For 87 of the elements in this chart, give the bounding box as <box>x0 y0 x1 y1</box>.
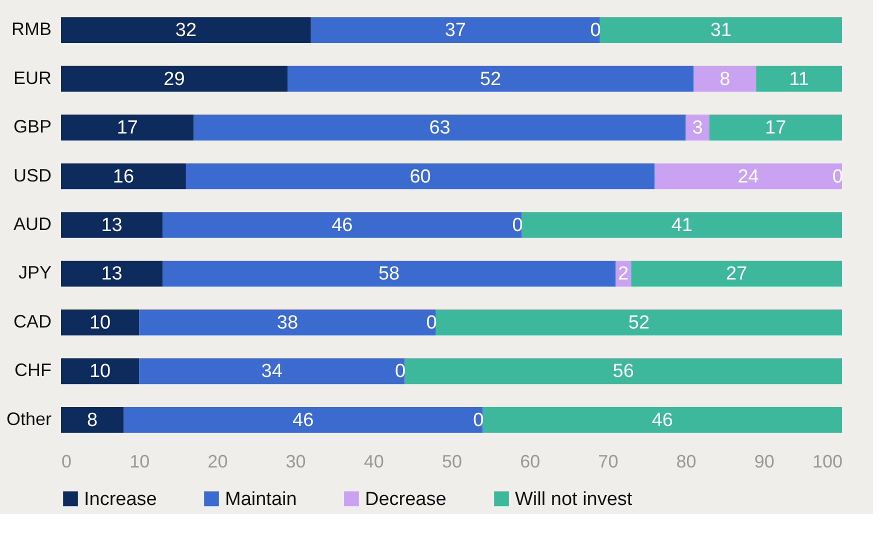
data-label: 17 <box>116 118 138 139</box>
x-tick-label: 0 <box>62 452 72 472</box>
bar <box>61 114 194 140</box>
bar <box>61 358 140 384</box>
y-tick-label: AUD <box>13 214 52 234</box>
legend-label: Decrease <box>365 488 446 510</box>
x-tick-label: 10 <box>130 452 150 472</box>
bar <box>162 212 522 238</box>
legend-label: Will not invest <box>515 488 633 510</box>
data-label: 38 <box>276 312 298 334</box>
data-label: 52 <box>628 312 650 334</box>
data-label: 10 <box>89 361 111 382</box>
data-label: 29 <box>164 68 185 90</box>
legend-label: Maintain <box>225 488 297 510</box>
bar <box>694 66 756 92</box>
data-label: 8 <box>86 410 98 431</box>
bar <box>310 17 600 44</box>
x-tick-label: 50 <box>442 452 462 472</box>
data-label: 8 <box>720 68 730 90</box>
bar <box>522 212 842 238</box>
data-label: 56 <box>612 361 634 382</box>
annotation: 0 <box>473 410 484 431</box>
bar <box>139 310 436 336</box>
data-label: 24 <box>738 166 760 188</box>
x-tick-label: 70 <box>598 452 618 472</box>
y-tick-label: USD <box>13 165 52 186</box>
y-tick-label: EUR <box>13 68 52 88</box>
annotation: 0 <box>395 361 406 382</box>
x-tick-label: 40 <box>364 452 384 472</box>
x-tick-label: 100 <box>812 452 842 472</box>
bar <box>756 66 842 92</box>
x-tick-label: 90 <box>754 452 774 472</box>
bar <box>631 260 842 287</box>
data-label: 41 <box>671 215 692 236</box>
data-label: 11 <box>789 68 809 90</box>
x-tick-label: 60 <box>520 452 540 472</box>
bar <box>61 66 288 92</box>
x-tick-label: 20 <box>208 452 228 472</box>
y-tick-label: CAD <box>13 311 52 332</box>
bar <box>404 358 842 384</box>
bar <box>162 260 616 287</box>
x-tick-label: 80 <box>676 452 696 472</box>
bar <box>194 114 686 140</box>
data-label: 46 <box>292 410 314 431</box>
bar <box>654 163 842 190</box>
legend-label: Increase <box>84 488 157 510</box>
data-label: 34 <box>261 361 283 382</box>
y-tick-label: RMB <box>12 19 52 40</box>
y-tick-label: CHF <box>14 360 52 380</box>
data-label: 46 <box>652 410 673 431</box>
data-label: 10 <box>89 312 111 334</box>
data-label: 37 <box>444 20 466 42</box>
bar <box>61 406 124 433</box>
bar <box>61 260 163 287</box>
data-label: 31 <box>710 20 732 42</box>
data-label: 2 <box>618 264 629 285</box>
data-label: 16 <box>112 166 134 188</box>
bar <box>61 212 163 238</box>
bar <box>123 406 483 433</box>
bar <box>287 66 694 92</box>
data-label: 27 <box>726 264 748 285</box>
bar <box>61 163 186 190</box>
data-label: 60 <box>410 166 431 188</box>
bar <box>600 17 842 44</box>
annotation: 0 <box>512 215 523 236</box>
y-tick-label: GBP <box>13 116 52 137</box>
bar <box>482 406 842 433</box>
data-label: 63 <box>429 118 450 139</box>
annotation: 0 <box>426 312 437 334</box>
bar <box>709 114 842 140</box>
data-label: 17 <box>765 118 786 139</box>
bar <box>186 163 655 190</box>
data-label: 46 <box>332 215 353 236</box>
bar <box>139 358 405 384</box>
bar <box>436 310 842 336</box>
x-tick-label: 30 <box>286 452 306 472</box>
data-label: 52 <box>480 68 502 90</box>
y-tick-label: JPY <box>18 262 52 283</box>
data-label: 3 <box>692 118 703 139</box>
y-tick-label: Other <box>6 408 52 429</box>
bar <box>61 310 140 336</box>
data-label: 13 <box>101 264 122 285</box>
data-label: 58 <box>378 264 400 285</box>
data-label: 13 <box>101 215 122 236</box>
annotation: 0 <box>590 20 601 42</box>
bar <box>61 17 311 44</box>
data-label: 32 <box>175 20 197 42</box>
